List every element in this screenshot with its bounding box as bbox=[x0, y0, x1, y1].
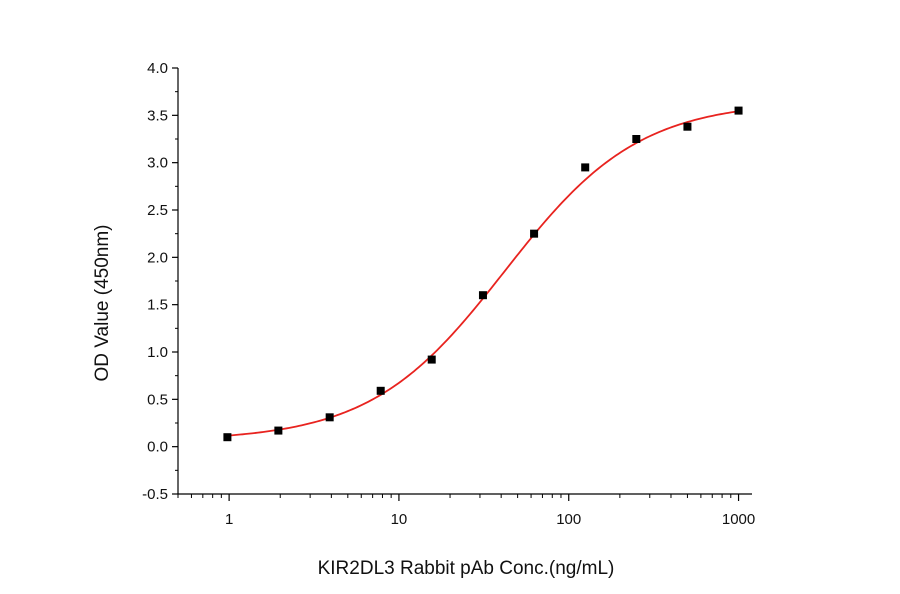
x-tick-label: 1000 bbox=[722, 511, 755, 528]
data-point bbox=[478, 291, 487, 300]
data-point bbox=[683, 122, 692, 131]
y-tick-label: 2.0 bbox=[147, 249, 168, 266]
data-point bbox=[530, 229, 539, 238]
y-axis-title: OD Value (450nm) bbox=[92, 225, 113, 382]
axes: -0.5 0.0 0.5 1.0 1.5 2.0 2.5 3.0 3.5 4.0 1 10 100 100… bbox=[142, 60, 755, 528]
x-axis-title: KIR2DL3 Rabbit pAb Conc.(ng/mL) bbox=[318, 558, 615, 579]
data-point bbox=[376, 386, 385, 395]
fit-curve bbox=[227, 110, 739, 437]
y-tick-label: 0.0 bbox=[147, 439, 168, 456]
data-point bbox=[734, 106, 743, 115]
y-tick-label: 2.5 bbox=[147, 202, 168, 219]
x-tick-label: 1 bbox=[225, 511, 233, 528]
data-point bbox=[581, 163, 590, 172]
data-point bbox=[427, 355, 436, 364]
data-point bbox=[223, 433, 232, 442]
data-points bbox=[223, 106, 743, 442]
y-tick-label: 4.0 bbox=[147, 60, 168, 77]
x-tick-label: 100 bbox=[556, 511, 581, 528]
fit-curve-layer bbox=[227, 110, 739, 437]
y-tick-label: 1.5 bbox=[147, 297, 168, 314]
y-tick-label: 1.0 bbox=[147, 344, 168, 361]
data-point bbox=[274, 426, 283, 435]
y-tick-label: 3.5 bbox=[147, 107, 168, 124]
y-tick-label: -0.5 bbox=[142, 486, 168, 503]
data-point bbox=[632, 135, 641, 143]
data-point bbox=[325, 413, 334, 422]
y-tick-label: 3.0 bbox=[147, 155, 168, 172]
y-tick-label: 0.5 bbox=[147, 391, 168, 408]
x-tick-label: 10 bbox=[391, 511, 408, 528]
